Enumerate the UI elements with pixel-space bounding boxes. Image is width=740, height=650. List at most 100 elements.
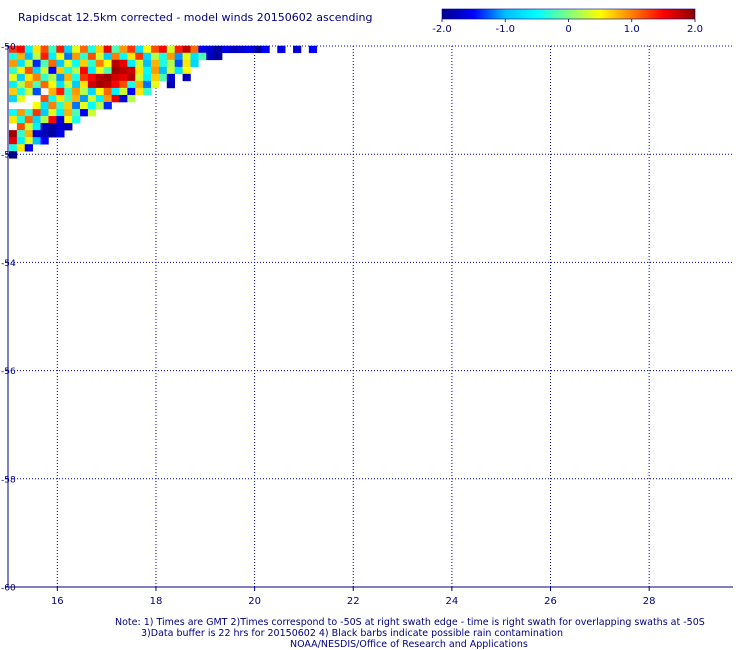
heatmap-cell	[103, 59, 112, 68]
heatmap-cell	[32, 80, 41, 89]
heatmap-cell	[119, 45, 128, 54]
x-tick-label: 22	[347, 596, 360, 607]
heatmap-cell	[80, 66, 89, 75]
heatmap-cell	[24, 73, 33, 82]
heatmap-cell	[127, 52, 136, 61]
heatmap-cell	[24, 144, 33, 152]
heatmap-cell	[32, 52, 41, 61]
heatmap-cell	[245, 45, 254, 54]
heatmap-cell	[103, 94, 112, 103]
heatmap-cell	[64, 109, 73, 117]
heatmap-cell	[56, 52, 65, 61]
heatmap-cell	[166, 80, 176, 89]
heatmap-cell	[158, 45, 168, 54]
heatmap-cell	[64, 101, 73, 110]
heatmap-cell	[119, 80, 128, 89]
heatmap-cell	[166, 66, 176, 75]
heatmap-cell	[190, 52, 199, 61]
heatmap-cell	[8, 94, 18, 103]
heatmap-cell	[95, 94, 104, 103]
heatmap-cell	[32, 130, 41, 138]
heatmap-cell	[32, 59, 41, 68]
heatmap-cell	[40, 130, 49, 138]
colorbar-tick-label: -2.0	[432, 24, 452, 35]
heatmap-cell	[143, 87, 152, 96]
colorbar-tick-label: 2.0	[687, 24, 703, 35]
heatmap-cell	[56, 59, 65, 68]
heatmap-cell	[64, 66, 73, 75]
heatmap-cell	[174, 66, 183, 75]
heatmap-cell	[16, 45, 26, 54]
heatmap-cell	[40, 94, 49, 103]
x-tick-label: 18	[150, 596, 163, 607]
heatmap-cell	[48, 130, 57, 138]
heatmap-cell	[48, 123, 57, 131]
heatmap-cell	[48, 101, 57, 110]
heatmap-cell	[103, 52, 112, 61]
heatmap-cell	[95, 87, 104, 96]
heatmap-cell	[119, 52, 128, 61]
axes: 16 18 20 22 24 26 28 -50 -52 -54 -56 -58 -60	[1, 43, 733, 607]
heatmap-cell	[16, 116, 26, 124]
heatmap-cell	[158, 52, 168, 61]
heatmap-cell	[24, 123, 33, 131]
x-tick-label: 16	[51, 596, 64, 607]
heatmap-cell	[40, 66, 49, 75]
heatmap-cell	[103, 101, 112, 110]
heatmap-cell	[174, 52, 183, 61]
heatmap-cell	[87, 59, 97, 68]
heatmap-cell	[143, 80, 152, 89]
heatmap-cell	[64, 94, 73, 103]
heatmap-cell	[151, 59, 160, 68]
heatmap-cell	[151, 80, 160, 89]
heatmap-cell	[24, 116, 33, 124]
heatmap-cell	[24, 59, 33, 68]
heatmap-cell	[48, 66, 57, 75]
heatmap-cell	[16, 66, 26, 75]
heatmap-cell	[119, 59, 128, 68]
heatmap-cell	[135, 66, 144, 75]
heatmap-cell	[198, 45, 207, 54]
heatmap-cell	[87, 45, 97, 54]
heatmap-cell	[119, 87, 128, 96]
colorbar-tick-label: 0	[565, 24, 571, 35]
chart-title: Rapidscat 12.5km corrected - model winds…	[18, 11, 373, 24]
heatmap-cell	[16, 130, 26, 138]
heatmap-cell	[80, 52, 89, 61]
heatmap-cell	[166, 59, 176, 68]
colorbar: -2.0 -1.0 0 1.0 2.0	[432, 8, 703, 35]
heatmap-cell	[166, 73, 176, 82]
heatmap-cell	[48, 52, 57, 61]
heatmap-cell	[24, 45, 33, 54]
heatmap-cell	[151, 73, 160, 82]
heatmap-cell	[95, 66, 104, 75]
heatmap-cell	[8, 87, 18, 96]
heatmap-cell	[40, 101, 49, 110]
heatmap-cell	[24, 80, 33, 89]
heatmap-cell	[8, 66, 18, 75]
heatmap-cell	[143, 59, 152, 68]
plot-grid	[8, 45, 733, 588]
heatmap-cell	[32, 87, 41, 96]
heatmap-cell	[135, 52, 144, 61]
heatmap-cell	[32, 101, 41, 110]
heatmap-cell	[16, 109, 26, 117]
heatmap-cell	[80, 109, 89, 117]
heatmap-cell	[48, 80, 57, 89]
heatmap-cell	[8, 109, 18, 117]
heatmap-cell	[80, 101, 89, 110]
y-tick-label: -56	[1, 367, 16, 377]
heatmap-cell	[24, 66, 33, 75]
heatmap-cell	[56, 123, 65, 131]
heatmap-cell	[56, 73, 65, 82]
heatmap-cell	[119, 66, 128, 75]
heatmap-cell	[32, 45, 41, 54]
heatmap-cell	[40, 123, 49, 131]
heatmap-cell	[72, 116, 81, 124]
y-tick-label: -60	[1, 584, 16, 594]
heatmap-cell	[261, 45, 270, 54]
heatmap-cell	[127, 80, 136, 89]
heatmap-cell	[48, 87, 57, 96]
heatmap-cell	[64, 80, 73, 89]
